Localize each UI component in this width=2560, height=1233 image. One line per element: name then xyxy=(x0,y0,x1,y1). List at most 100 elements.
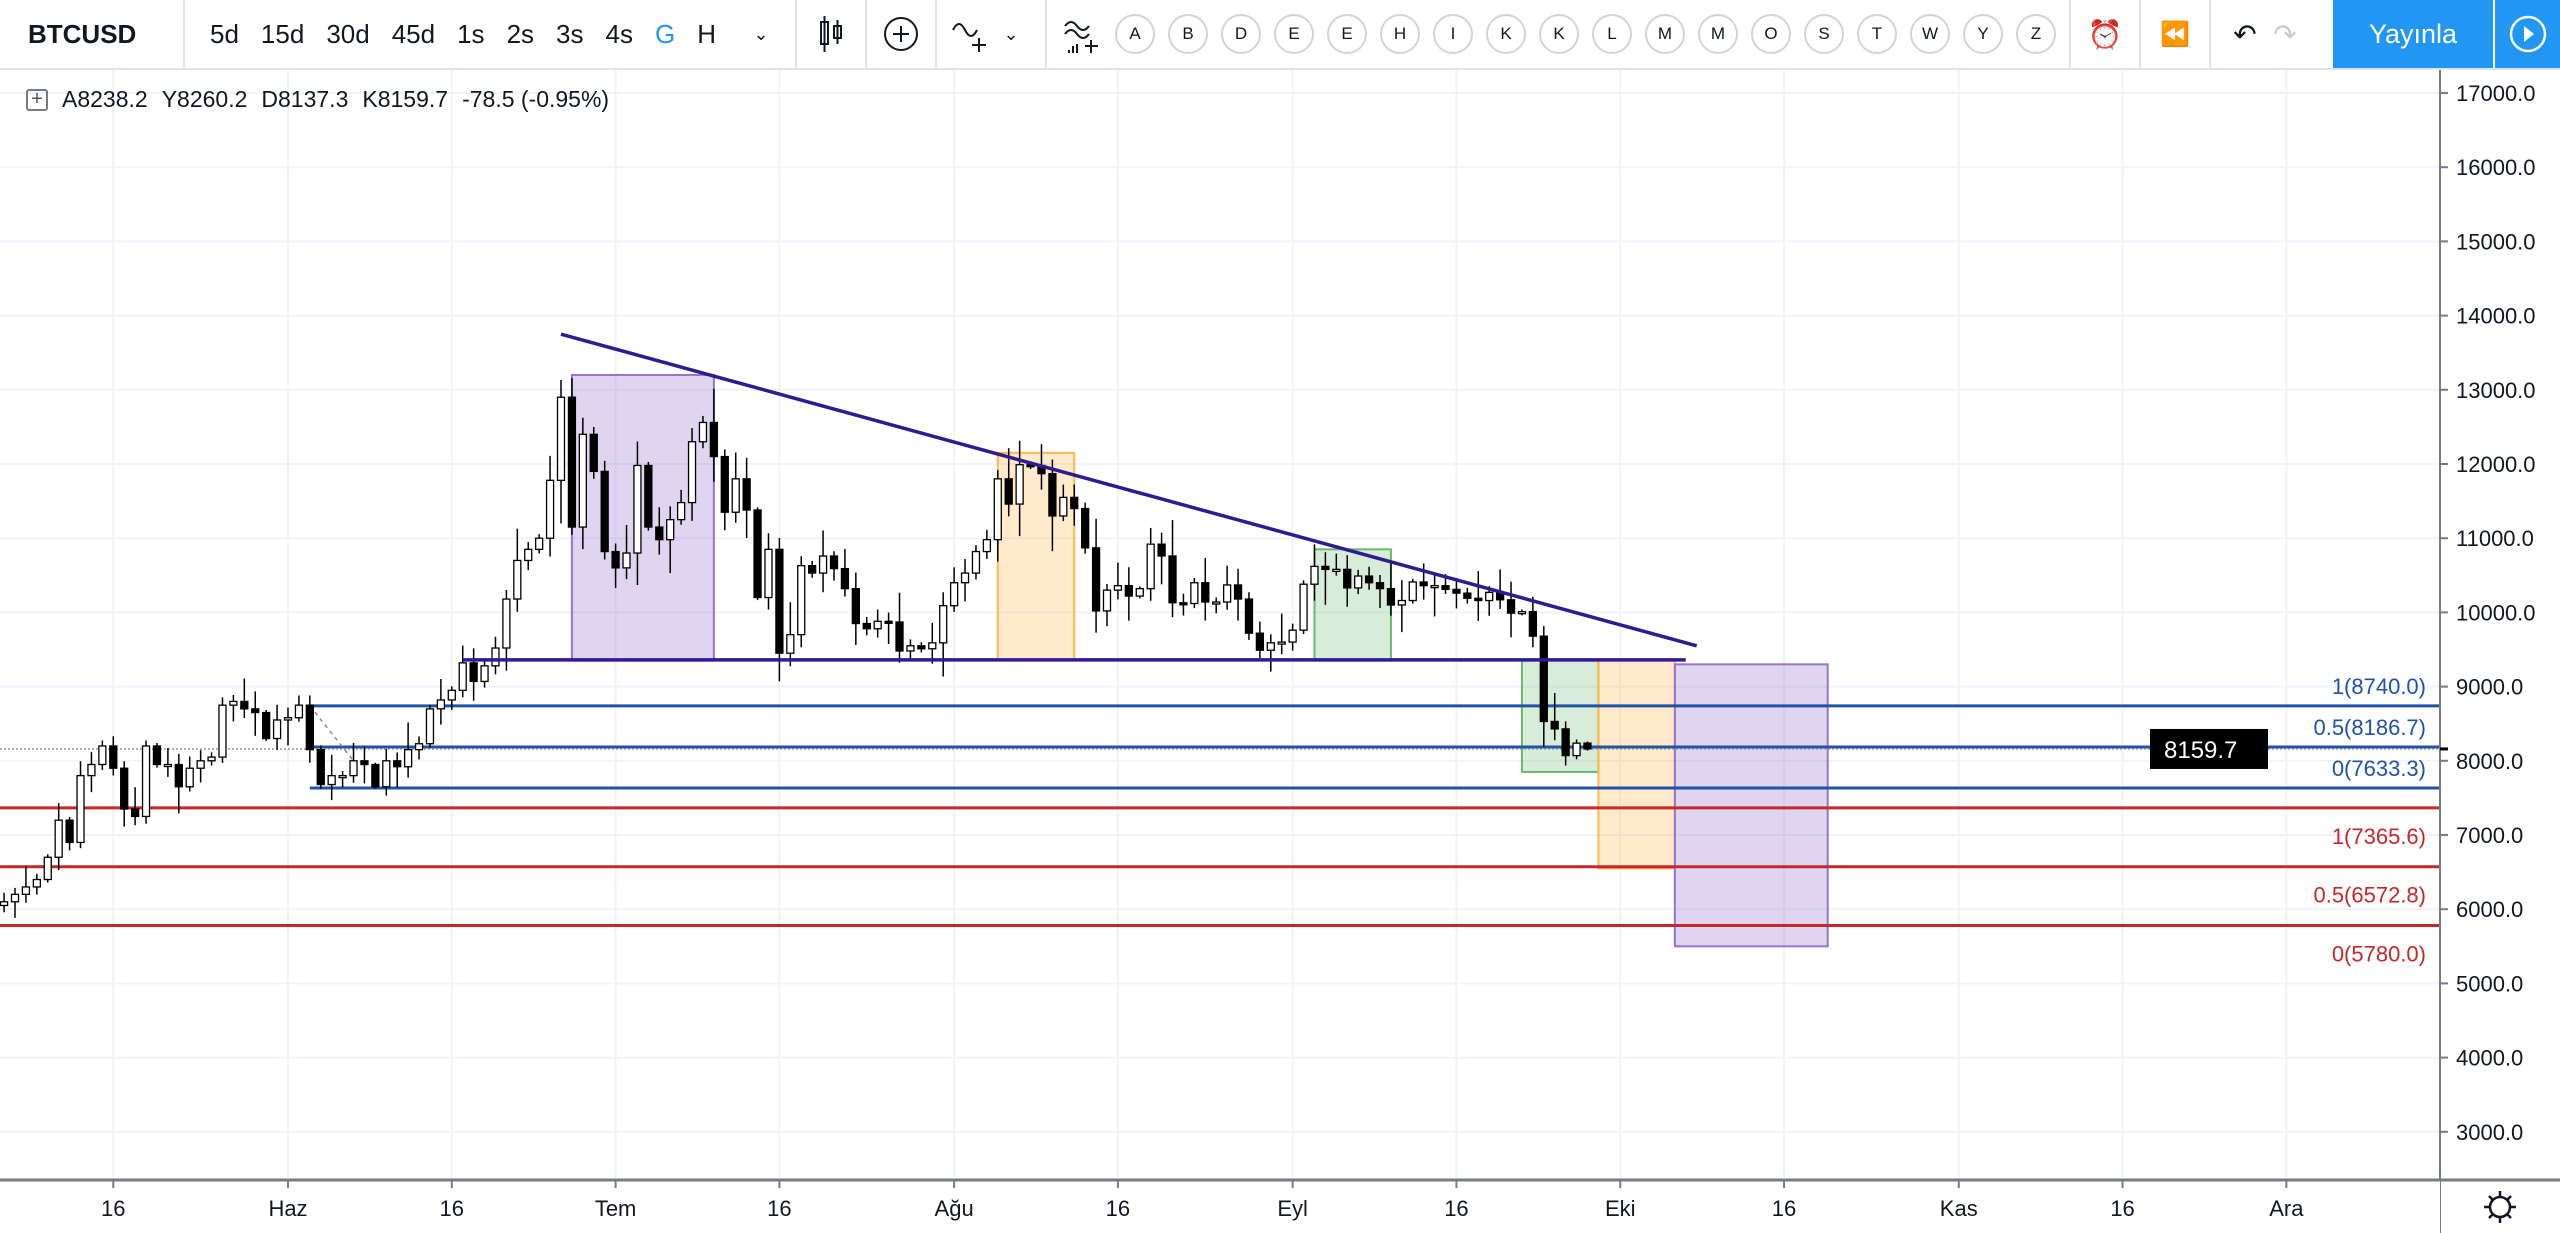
candle xyxy=(1354,569,1363,595)
letter-button-t[interactable]: T xyxy=(1856,14,1897,54)
interval-2s[interactable]: 2s xyxy=(506,18,535,49)
candle-body xyxy=(1070,496,1079,510)
letter-button-w[interactable]: W xyxy=(1909,14,1950,54)
letter-button-m[interactable]: M xyxy=(1644,14,1685,54)
undo-icon[interactable]: ↶ xyxy=(2233,18,2257,50)
letter-button-i[interactable]: I xyxy=(1432,14,1473,54)
candle xyxy=(1157,532,1166,585)
candle-body xyxy=(589,433,598,473)
interval-G[interactable]: G xyxy=(654,18,676,49)
candle-body xyxy=(240,700,249,710)
candle xyxy=(371,762,380,789)
letter-button-k[interactable]: K xyxy=(1485,14,1526,54)
candle-body xyxy=(698,421,708,443)
candle xyxy=(1299,580,1308,635)
candle xyxy=(1102,584,1112,627)
interval-H[interactable]: H xyxy=(697,18,716,49)
letter-button-e[interactable]: E xyxy=(1326,14,1367,54)
candle xyxy=(196,750,205,783)
letter-button-s[interactable]: S xyxy=(1803,14,1844,54)
candle xyxy=(884,612,893,645)
candle-body xyxy=(1212,601,1221,605)
publish-options-button[interactable] xyxy=(2495,0,2560,68)
candle xyxy=(262,710,271,742)
letter-button-l[interactable]: L xyxy=(1591,14,1632,54)
letter-button-b[interactable]: B xyxy=(1167,14,1208,54)
candle-body xyxy=(808,565,817,574)
candle xyxy=(545,455,555,557)
candle-body xyxy=(1244,598,1254,634)
fib-level-label: 1(8740.0) xyxy=(2332,674,2426,699)
indicators-chevron-icon[interactable]: ⌄ xyxy=(1003,23,1019,44)
candle xyxy=(731,452,740,523)
financials-template-icon[interactable] xyxy=(1061,14,1101,54)
price-axis xyxy=(2440,70,2560,1233)
alarm-add-icon[interactable]: ⏰ xyxy=(2087,18,2123,50)
letter-button-y[interactable]: Y xyxy=(1962,14,2003,54)
candle-body xyxy=(797,565,806,636)
candle-body xyxy=(1364,575,1374,584)
time-tick-label: 16 xyxy=(101,1196,125,1221)
price-tick-label: 6000.0 xyxy=(2456,897,2523,922)
candle xyxy=(1572,739,1581,760)
candle-body xyxy=(655,526,664,541)
compare-add-icon[interactable] xyxy=(881,14,921,54)
interval-dropdown-chevron-icon[interactable]: ⌄ xyxy=(753,23,769,44)
indicators-icon[interactable] xyxy=(951,14,991,54)
symbol-search[interactable]: BTCUSD xyxy=(0,0,185,68)
candle xyxy=(589,426,598,479)
candle-body xyxy=(87,763,96,777)
expand-legend-icon[interactable]: + xyxy=(26,88,48,111)
candle xyxy=(458,645,467,698)
publish-button[interactable]: Yayınla xyxy=(2333,0,2493,68)
candle-body xyxy=(764,548,773,599)
candle xyxy=(109,736,118,776)
redo-icon[interactable]: ↷ xyxy=(2273,18,2297,50)
letter-button-m[interactable]: M xyxy=(1697,14,1738,54)
letter-button-d[interactable]: D xyxy=(1220,14,1261,54)
candle-body xyxy=(611,550,620,569)
candle xyxy=(862,616,871,636)
candle xyxy=(1408,578,1417,604)
settings-gear-icon[interactable] xyxy=(2484,1191,2516,1223)
candle xyxy=(1179,593,1188,616)
letter-button-z[interactable]: Z xyxy=(2015,14,2056,54)
candle xyxy=(10,887,20,918)
fib-level-label: 0(7633.3) xyxy=(2332,756,2426,781)
range-box-purple xyxy=(570,373,715,662)
candle xyxy=(130,787,140,826)
candle xyxy=(1386,561,1396,616)
interval-3s[interactable]: 3s xyxy=(556,18,584,49)
interval-5d[interactable]: 5d xyxy=(210,18,239,49)
time-tick-label: Tem xyxy=(595,1196,637,1221)
candle-body xyxy=(1397,599,1406,606)
candle-body xyxy=(1550,720,1559,730)
candlestick-chart-type-icon[interactable] xyxy=(811,14,851,54)
candle-body xyxy=(731,478,740,513)
time-tick-label: 16 xyxy=(767,1196,791,1221)
interval-15d[interactable]: 15d xyxy=(260,18,305,49)
interval-45d[interactable]: 45d xyxy=(391,18,436,49)
letter-button-k[interactable]: K xyxy=(1538,14,1579,54)
candle xyxy=(0,892,9,913)
interval-1s[interactable]: 1s xyxy=(457,18,485,49)
candle xyxy=(1485,586,1494,616)
candle xyxy=(1561,721,1570,766)
replay-rewind-icon[interactable]: ⏪ xyxy=(2160,20,2190,48)
candle-body xyxy=(447,689,456,701)
candle-body xyxy=(316,749,325,786)
candle xyxy=(1168,520,1177,618)
candle-body xyxy=(1124,585,1133,597)
letter-button-o[interactable]: O xyxy=(1750,14,1791,54)
ohlc-legend: + A8238.2 Y8260.2 D8137.3 K8159.7 -78.5 … xyxy=(26,86,609,113)
candle-body xyxy=(818,555,828,574)
candle-body xyxy=(567,396,577,528)
letter-button-e[interactable]: E xyxy=(1273,14,1314,54)
candle-body xyxy=(753,509,762,599)
candle-body xyxy=(1102,589,1112,612)
letter-button-a[interactable]: A xyxy=(1114,14,1155,54)
interval-4s[interactable]: 4s xyxy=(605,18,633,49)
interval-30d[interactable]: 30d xyxy=(326,18,370,49)
letter-button-h[interactable]: H xyxy=(1379,14,1420,54)
